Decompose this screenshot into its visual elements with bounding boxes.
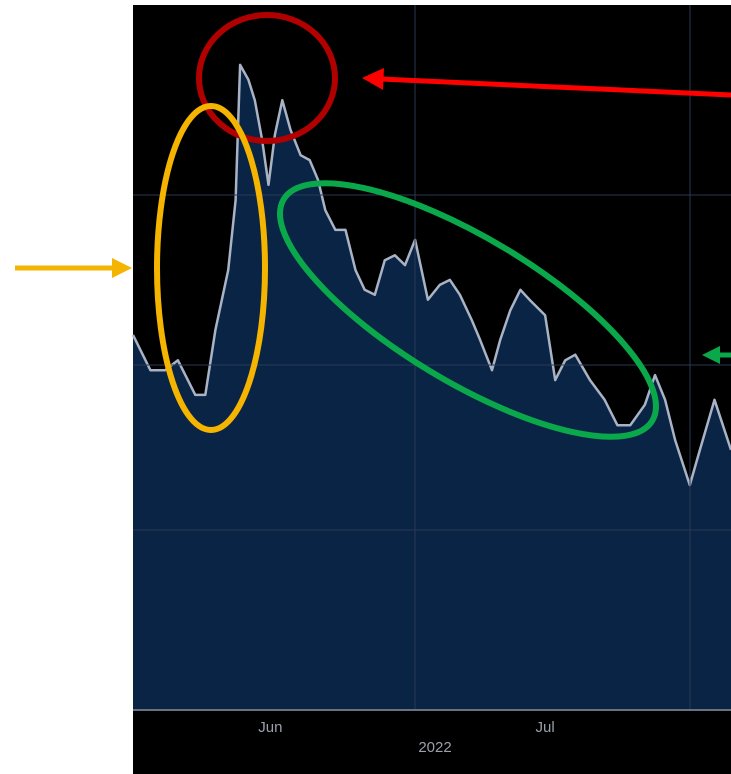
x-tick-label: Jul bbox=[536, 719, 555, 736]
grid bbox=[133, 5, 731, 710]
x-ticks: Jun Jul bbox=[258, 719, 554, 736]
yellow-arrowhead bbox=[112, 258, 132, 278]
green-arrowhead bbox=[702, 346, 720, 364]
x-tick-label: Jun bbox=[258, 719, 282, 736]
x-axis-label: 2022 bbox=[418, 739, 451, 756]
red-arrow bbox=[379, 76, 731, 98]
line bbox=[131, 63, 731, 487]
green-ellipse bbox=[277, 180, 659, 440]
yellow-ellipse bbox=[154, 103, 268, 433]
red-arrowhead bbox=[362, 68, 384, 90]
red-circle bbox=[196, 12, 338, 144]
